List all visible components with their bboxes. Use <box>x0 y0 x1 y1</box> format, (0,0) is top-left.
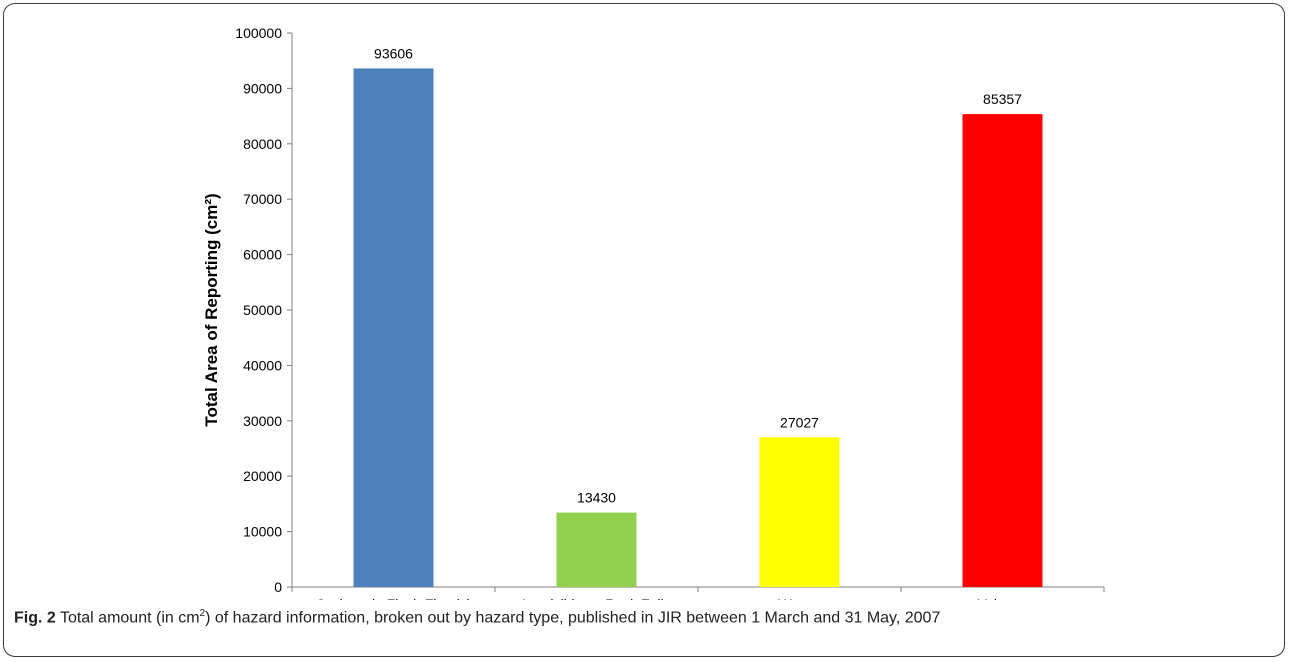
y-tick-label: 100000 <box>235 25 282 41</box>
y-tick-label: 80000 <box>243 136 282 152</box>
y-tick-label: 60000 <box>243 247 282 263</box>
y-tick-label: 30000 <box>243 413 282 429</box>
data-label: 93606 <box>374 45 413 61</box>
data-label: 13430 <box>577 490 616 506</box>
caption-superscript: 2 <box>199 608 206 619</box>
y-axis-title: Total Area of Reporting (cm²) <box>202 193 221 426</box>
data-label: 27027 <box>780 414 819 430</box>
y-tick-label: 50000 <box>243 302 282 318</box>
bar-chart: 0 10000 20000 30000 40000 50000 60000 70000 8000… <box>202 25 1105 600</box>
y-tick-label: 90000 <box>243 80 282 96</box>
bar <box>556 512 637 587</box>
bar <box>759 437 840 587</box>
bar <box>962 114 1043 587</box>
x-tick-label: Volcano <box>978 596 1028 600</box>
figure-caption: Fig. 2 Total amount (in cm2) of hazard i… <box>14 608 1274 627</box>
caption-text-pre: Total amount (in cm <box>55 609 200 627</box>
x-tick-label: Cyclone (+ Flash Floods) <box>315 596 471 600</box>
caption-text-post: ) of hazard information, broken out by h… <box>205 609 941 627</box>
y-tick-label: 70000 <box>243 191 282 207</box>
x-tick-label: Waves <box>778 596 820 600</box>
bar <box>353 68 434 588</box>
data-label: 85357 <box>983 91 1022 107</box>
x-tick-label: Landslides + Rock Falls <box>522 596 670 600</box>
y-tick-label: 10000 <box>243 524 282 540</box>
y-tick-label: 0 <box>274 579 282 595</box>
y-tick-label: 40000 <box>243 357 282 373</box>
figure-frame <box>3 3 1285 657</box>
caption-label: Fig. 2 <box>14 609 56 627</box>
y-tick-label: 20000 <box>243 468 282 484</box>
